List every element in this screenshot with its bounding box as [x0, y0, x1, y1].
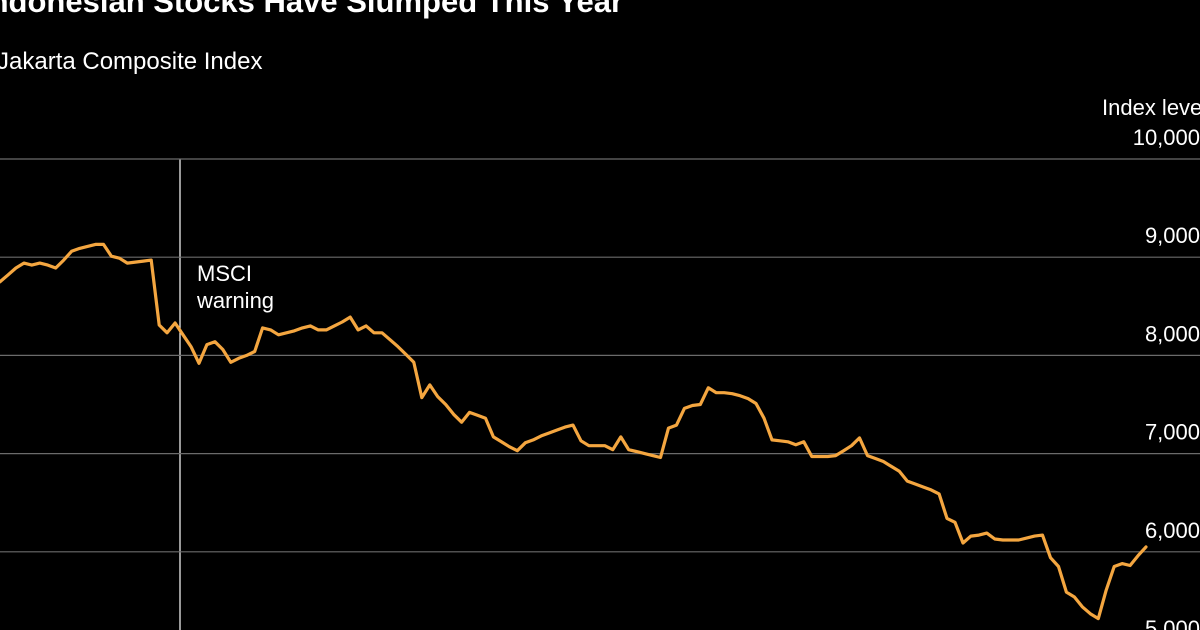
y-tick-label: 7,000	[1145, 420, 1200, 445]
y-axis-label: Index level	[1102, 95, 1200, 120]
y-tick-label: 5,000	[1145, 616, 1200, 630]
chart-subtitle: Jakarta Composite Index	[0, 48, 262, 75]
grid: 5,000 6,000 7,000 8,000 9,000 10,000	[0, 125, 1200, 630]
y-tick-label: 8,000	[1145, 321, 1200, 346]
plot	[0, 242, 1148, 621]
y-tick-label: 9,000	[1145, 223, 1200, 248]
y-tick-label: 10,000	[1133, 125, 1200, 150]
annotation: MSCI warning	[196, 261, 274, 313]
line-series	[0, 242, 1148, 621]
y-tick-label: 6,000	[1145, 518, 1200, 543]
chart-title: Indonesian Stocks Have Slumped This Year	[0, 0, 623, 19]
